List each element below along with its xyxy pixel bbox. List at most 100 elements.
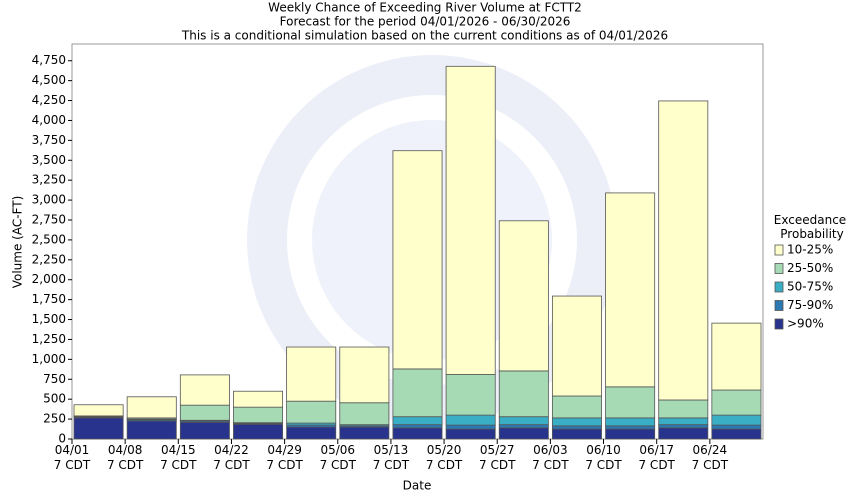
bar-segment	[339, 402, 390, 426]
x-tick-label: 05/27 7 CDT	[479, 443, 516, 472]
bar-segment	[658, 424, 709, 429]
bar-segment	[179, 404, 230, 421]
y-tick-label: 2,250	[32, 252, 66, 266]
y-tick-label: 0	[58, 432, 66, 446]
bar-segment	[498, 427, 549, 440]
bar-segment	[445, 374, 496, 416]
bar-segment	[392, 416, 443, 426]
bar-segment	[711, 424, 762, 430]
x-axis-label: Date	[403, 479, 432, 493]
bar-segment	[498, 220, 549, 372]
bar-segment	[551, 425, 602, 430]
legend-label: 50-75%	[787, 280, 833, 294]
bar-segment	[233, 423, 284, 440]
bar-segment	[445, 424, 496, 430]
x-tick-label: 06/17 7 CDT	[638, 443, 675, 472]
bar-segment	[339, 426, 390, 440]
bar-segment	[711, 389, 762, 416]
bar-segment	[498, 424, 549, 429]
bar-segment	[658, 417, 709, 426]
bar-segment	[498, 416, 549, 426]
bar-segment	[711, 322, 762, 391]
y-tick-label: 3,000	[32, 193, 66, 207]
bar-segment	[605, 386, 656, 419]
x-tick-label: 04/01 7 CDT	[54, 443, 91, 472]
bar-segment	[498, 370, 549, 418]
bar-segment	[658, 100, 709, 401]
y-tick-label: 1,250	[32, 332, 66, 346]
bar-segment	[179, 421, 230, 440]
bar-segment	[551, 295, 602, 397]
chart-subtitle: Forecast for the period 04/01/2026 - 06/…	[280, 15, 571, 29]
legend-swatch	[774, 300, 784, 311]
x-tick-label: 06/24 7 CDT	[692, 443, 729, 472]
y-tick-label: 2,750	[32, 212, 66, 226]
y-tick-label: 750	[43, 372, 66, 386]
x-tick-label: 04/08 7 CDT	[107, 443, 144, 472]
y-tick-label: 4,000	[32, 113, 66, 127]
bar-segment	[392, 150, 443, 370]
x-tick-label: 04/29 7 CDT	[266, 443, 303, 472]
x-tick-label: 06/10 7 CDT	[585, 443, 622, 472]
y-tick-label: 3,500	[32, 153, 66, 167]
chart-title: Weekly Chance of Exceeding River Volume …	[268, 1, 582, 15]
bar-segment	[233, 390, 284, 408]
bar-segment	[286, 346, 337, 402]
legend-label: >90%	[787, 317, 824, 331]
y-tick-label: 4,500	[32, 73, 66, 87]
y-tick-label: 2,500	[32, 232, 66, 246]
y-axis-label: Volume (AC-FT)	[11, 196, 25, 289]
x-tick-label: 04/15 7 CDT	[160, 443, 197, 472]
bar-segment	[286, 426, 337, 440]
legend-label: 25-50%	[787, 261, 833, 275]
bar-segment	[551, 395, 602, 419]
bar-segment	[73, 404, 124, 417]
x-tick-label: 05/20 7 CDT	[426, 443, 463, 472]
bar-segment	[126, 420, 177, 440]
legend-swatch	[774, 318, 784, 330]
bar-segment	[73, 417, 124, 440]
legend-swatch	[774, 281, 784, 293]
y-tick-label: 250	[43, 412, 66, 426]
legend-swatch	[774, 263, 784, 274]
bar-segment	[392, 368, 443, 418]
bar-segment	[551, 417, 602, 427]
y-tick-label: 3,750	[32, 133, 66, 147]
bar-segment	[658, 399, 709, 419]
chart-caption: This is a conditional simulation based o…	[181, 29, 668, 43]
x-tick-label: 06/03 7 CDT	[532, 443, 569, 472]
y-tick-label: 1,750	[32, 292, 66, 306]
y-tick-label: 500	[43, 392, 66, 406]
bar-segment	[392, 427, 443, 440]
bar-segment	[445, 414, 496, 426]
y-tick-label: 4,250	[32, 93, 66, 107]
bar-segment	[445, 65, 496, 375]
bar-segment	[711, 428, 762, 440]
bar-segment	[658, 427, 709, 440]
legend-title: Exceedance Probability	[774, 213, 846, 241]
bar-segment	[711, 414, 762, 426]
bar-segment	[551, 428, 602, 440]
x-tick-label: 04/22 7 CDT	[213, 443, 250, 472]
y-tick-label: 4,750	[32, 53, 66, 67]
bar-segment	[179, 374, 230, 406]
y-tick-label: 2,000	[32, 272, 66, 286]
bar-segment	[392, 424, 443, 429]
bar-segment	[339, 346, 390, 404]
y-tick-label: 1,500	[32, 312, 66, 326]
bar-segment	[233, 406, 284, 424]
bar-segment	[605, 425, 656, 430]
bar-segment	[286, 400, 337, 424]
x-tick-label: 05/13 7 CDT	[373, 443, 410, 472]
y-tick-label: 3,250	[32, 173, 66, 187]
bar-segment	[605, 192, 656, 388]
bar-segment	[605, 417, 656, 427]
legend-label: 10-25%	[787, 243, 833, 257]
legend-label: 75-90%	[787, 298, 833, 312]
bar-segment	[605, 428, 656, 440]
bar-segment	[126, 396, 177, 419]
x-tick-label: 05/06 7 CDT	[320, 443, 357, 472]
bar-segment	[445, 428, 496, 440]
y-tick-label: 1,000	[32, 352, 66, 366]
